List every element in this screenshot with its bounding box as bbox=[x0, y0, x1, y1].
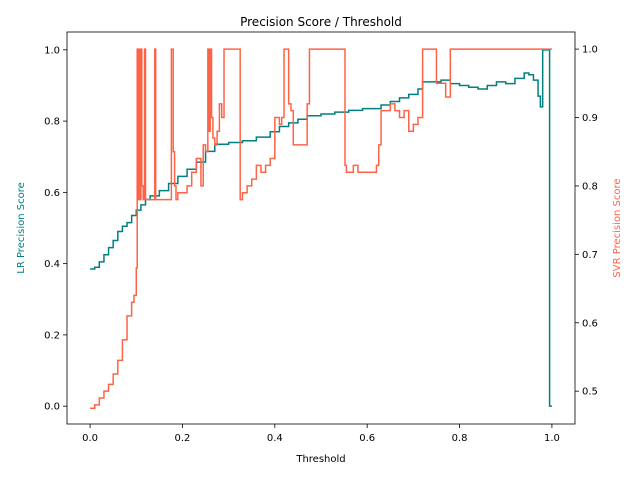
left-y-tick-label: 1.0 bbox=[44, 45, 60, 56]
right-y-tick-label: 0.7 bbox=[582, 250, 598, 261]
left-y-tick-label: 0.8 bbox=[44, 117, 60, 128]
svr-precision-line bbox=[90, 48, 552, 410]
x-tick-label: 0.8 bbox=[452, 433, 468, 444]
right-y-tick-label: 1.0 bbox=[582, 45, 598, 56]
right-y-tick-label: 0.6 bbox=[582, 318, 598, 329]
left-y-tick-label: 0.6 bbox=[44, 188, 60, 199]
plot-frame bbox=[66, 31, 576, 425]
left-y-tick-label: 0.4 bbox=[44, 259, 60, 270]
x-tick-label: 0.0 bbox=[82, 433, 98, 444]
lr-precision-line bbox=[90, 49, 552, 407]
x-tick-label: 0.4 bbox=[267, 433, 283, 444]
right-y-tick-label: 0.5 bbox=[582, 387, 598, 398]
right-y-tick-label: 0.9 bbox=[582, 113, 598, 124]
right-y-axis-title: SVR Precision Score bbox=[612, 178, 623, 277]
left-y-tick-label: 0.0 bbox=[44, 402, 60, 413]
ticks-layer: 0.0 0.2 0.4 0.6 0.8 1.0 0.0 0.2 0.4 0.6 0.8 1.0 0.5 0… bbox=[44, 45, 598, 444]
left-y-tick-label: 0.2 bbox=[44, 330, 60, 341]
x-tick-label: 0.2 bbox=[175, 433, 191, 444]
x-axis-title: Threshold bbox=[295, 454, 345, 465]
x-tick-label: 0.6 bbox=[359, 433, 375, 444]
right-y-tick-label: 0.8 bbox=[582, 181, 598, 192]
chart-title: Precision Score / Threshold bbox=[240, 15, 402, 29]
series-layer bbox=[90, 48, 552, 410]
left-y-axis-title: LR Precision Score bbox=[16, 182, 27, 274]
x-tick-label: 1.0 bbox=[544, 433, 560, 444]
